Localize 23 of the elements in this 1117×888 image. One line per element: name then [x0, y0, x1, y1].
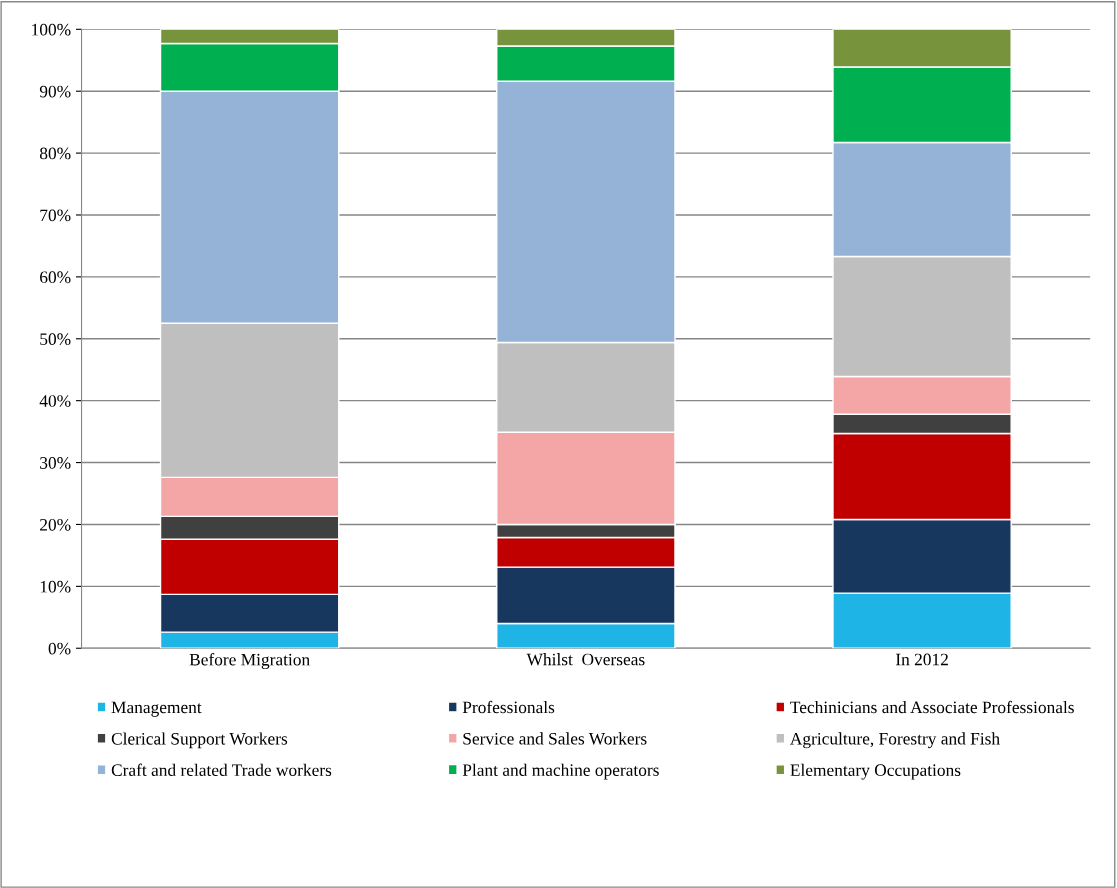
legend-label: Service and Sales Workers [463, 732, 647, 745]
legend-label: Agriculture, Forestry and Fish [790, 732, 1000, 749]
y-tick-label: 40% [39, 395, 71, 407]
x-tick-label: In 2012 [895, 653, 948, 666]
legend-label: Plant and machine operators [462, 763, 659, 780]
legend-label: Professionals [462, 700, 555, 714]
y-tick-label: 70% [40, 209, 71, 222]
legend-label: Elementary Occupations [790, 763, 961, 780]
y-tick-label: 100% [32, 23, 71, 36]
y-tick-label: 90% [39, 85, 71, 98]
y-tick-label: 80% [39, 147, 71, 160]
x-tick-label: Whilst Overseas [526, 653, 645, 666]
legend-label: Techinicians and Associate Professionals [790, 700, 1074, 714]
y-tick-label: 30% [40, 457, 71, 469]
legend-label: Craft and related Trade workers [111, 763, 332, 777]
y-tick-label: 50% [40, 333, 71, 346]
legend-label: Clerical Support Workers [111, 732, 288, 749]
y-tick-label: 20% [40, 518, 71, 531]
legend-label: Management [111, 701, 202, 717]
y-tick-label: 60% [40, 271, 71, 284]
y-tick-label: 0% [48, 642, 71, 655]
y-tick-label: 10% [40, 580, 71, 593]
x-tick-label: Before Migration [189, 653, 310, 670]
